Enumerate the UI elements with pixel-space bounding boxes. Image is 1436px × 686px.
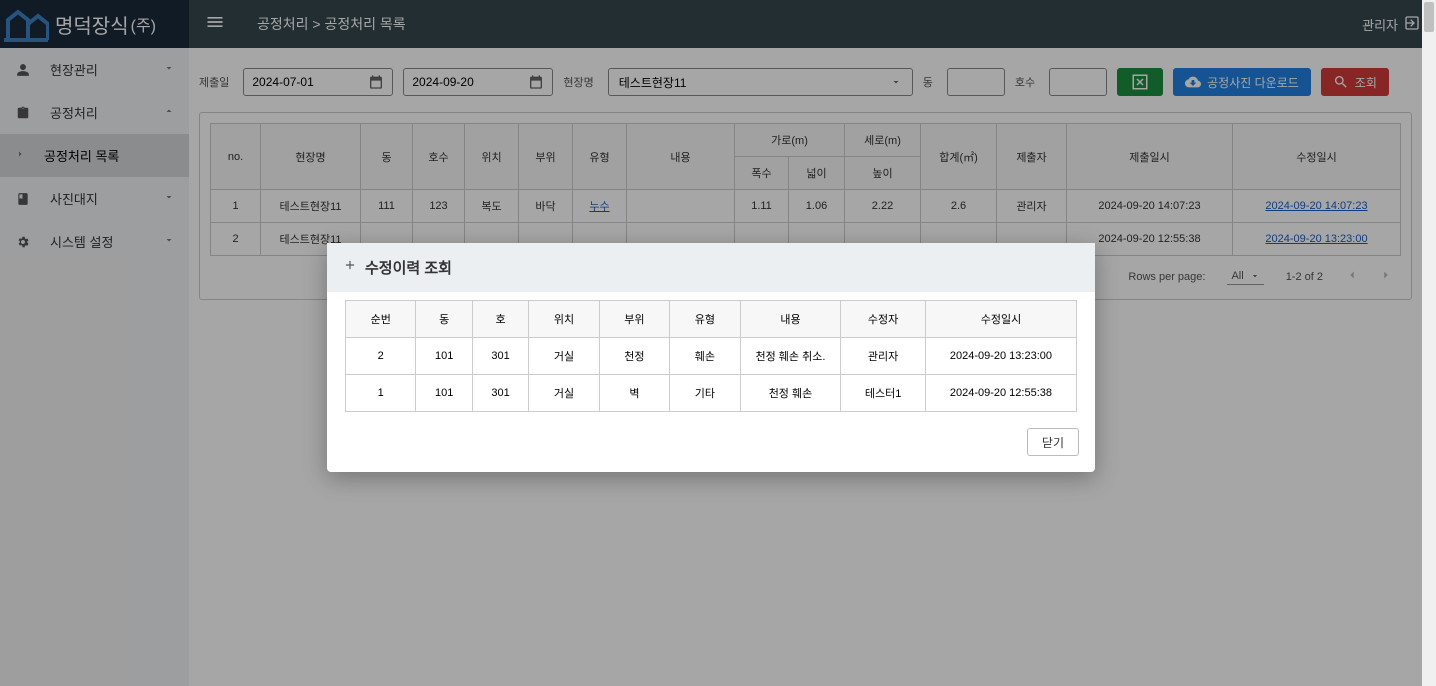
modal-footer: 닫기 [327, 420, 1095, 472]
history-row: 2 101 301 거실 천정 훼손 천정 훼손 취소. 관리자 2024-09… [346, 338, 1077, 375]
history-table: 순번 동 호 위치 부위 유형 내용 수정자 수정일시 2 101 301 거실 [345, 300, 1077, 412]
modal-title: 수정이력 조회 [365, 257, 452, 278]
modal-body: 순번 동 호 위치 부위 유형 내용 수정자 수정일시 2 101 301 거실 [327, 292, 1095, 420]
history-modal: 수정이력 조회 순번 동 호 위치 부위 유형 내용 수정자 수정일시 2 [327, 243, 1095, 472]
modal-header: 수정이력 조회 [327, 243, 1095, 292]
scrollbar-thumb[interactable] [1424, 2, 1434, 32]
scrollbar[interactable] [1422, 0, 1436, 686]
hth-7: 수정자 [841, 301, 926, 338]
hth-8: 수정일시 [925, 301, 1076, 338]
close-button[interactable]: 닫기 [1027, 428, 1079, 456]
history-row: 1 101 301 거실 벽 기타 천정 훼손 테스터1 2024-09-20 … [346, 375, 1077, 412]
hth-1: 동 [416, 301, 472, 338]
hth-5: 유형 [670, 301, 740, 338]
hth-4: 부위 [599, 301, 669, 338]
hth-2: 호 [472, 301, 528, 338]
hth-6: 내용 [740, 301, 841, 338]
plus-icon [343, 258, 357, 277]
hth-3: 위치 [529, 301, 599, 338]
hth-0: 순번 [346, 301, 416, 338]
